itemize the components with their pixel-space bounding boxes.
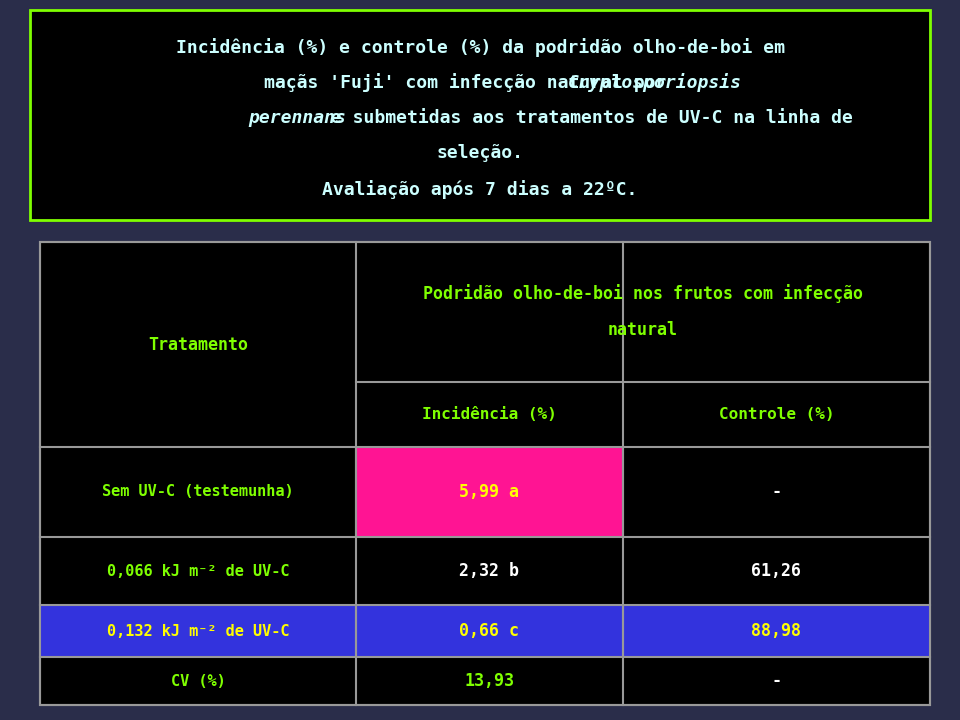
Text: 0,066 kJ m⁻² de UV-C: 0,066 kJ m⁻² de UV-C <box>107 564 289 578</box>
Text: Incidência (%): Incidência (%) <box>422 407 557 422</box>
Text: 13,93: 13,93 <box>465 672 515 690</box>
Text: 2,32 b: 2,32 b <box>460 562 519 580</box>
Text: 5,99 a: 5,99 a <box>460 483 519 501</box>
Text: perennans: perennans <box>248 109 346 127</box>
Text: 0,66 c: 0,66 c <box>460 622 519 640</box>
Text: Incidência (%) e controle (%) da podridão olho-de-boi em: Incidência (%) e controle (%) da podridã… <box>176 38 784 58</box>
Bar <box>40 605 930 657</box>
Bar <box>30 10 930 220</box>
Text: Sem UV-C (testemunha): Sem UV-C (testemunha) <box>102 485 294 500</box>
Text: Avaliação após 7 dias a 22ºC.: Avaliação após 7 dias a 22ºC. <box>323 181 637 199</box>
Text: -: - <box>772 483 781 501</box>
Text: 88,98: 88,98 <box>752 622 802 640</box>
Text: natural: natural <box>608 321 678 339</box>
Text: e submetidas aos tratamentos de UV-C na linha de: e submetidas aos tratamentos de UV-C na … <box>320 109 852 127</box>
Text: CV (%): CV (%) <box>171 673 226 688</box>
Text: 0,132 kJ m⁻² de UV-C: 0,132 kJ m⁻² de UV-C <box>107 624 289 639</box>
Text: Cryptosporiopsis: Cryptosporiopsis <box>568 73 742 92</box>
Text: Tratamento: Tratamento <box>148 336 248 354</box>
Text: maçãs 'Fuji' com infecção natural por: maçãs 'Fuji' com infecção natural por <box>264 73 677 92</box>
Bar <box>356 447 623 537</box>
Text: seleção.: seleção. <box>437 144 523 162</box>
Text: Podridão olho-de-boi nos frutos com infecção: Podridão olho-de-boi nos frutos com infe… <box>423 284 863 304</box>
Text: 61,26: 61,26 <box>752 562 802 580</box>
Text: Controle (%): Controle (%) <box>719 407 834 422</box>
Text: -: - <box>772 672 781 690</box>
Bar <box>40 242 930 705</box>
Bar <box>40 242 930 705</box>
